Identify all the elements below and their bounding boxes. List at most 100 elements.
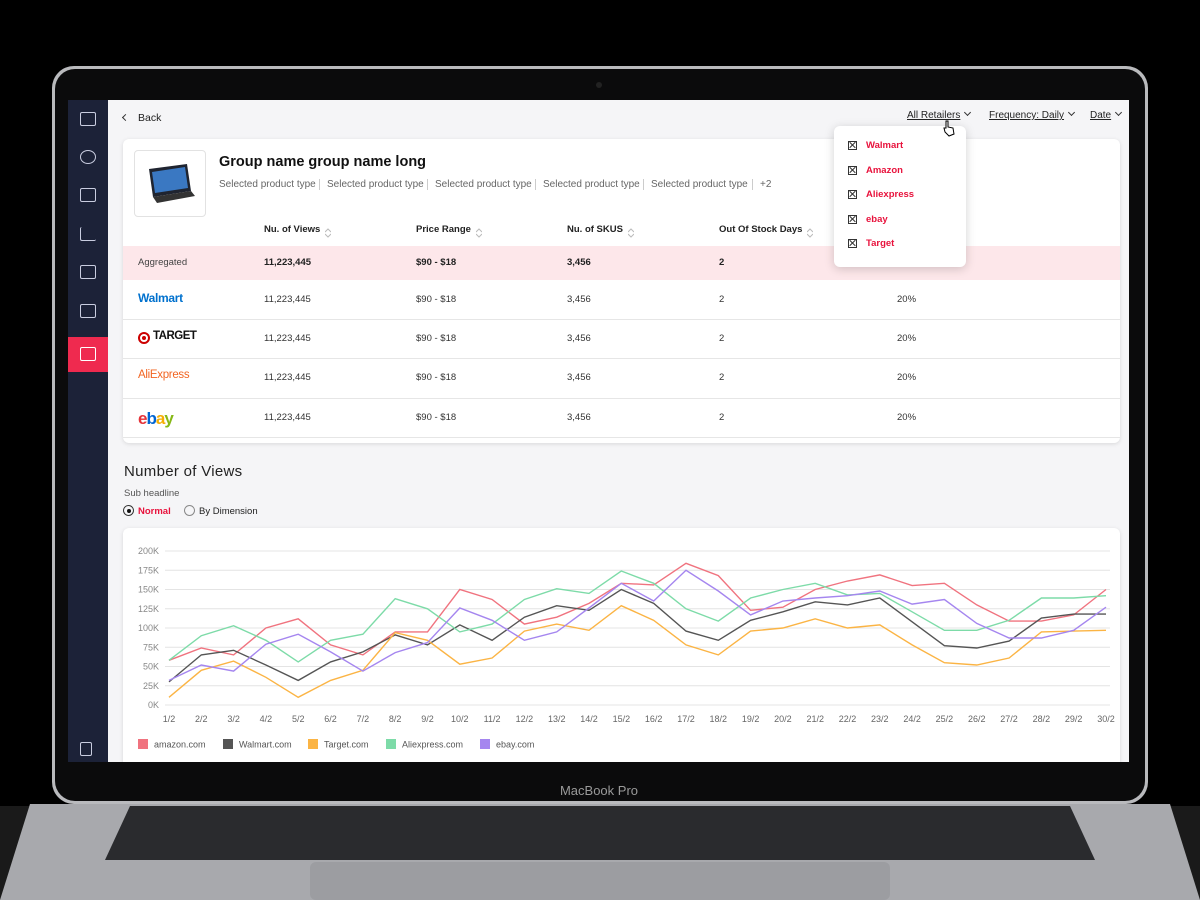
sort-icon[interactable] — [627, 225, 635, 238]
checkbox[interactable] — [848, 214, 857, 224]
cell-value: 3,456 — [567, 257, 591, 268]
cell-value: 2 — [719, 293, 725, 305]
x-tick-label: 24/2 — [903, 714, 921, 724]
table-row[interactable]: ebay 11,223,445 $90 - $18 3,456 2 20% — [123, 398, 1120, 438]
cell-value: 2 — [719, 257, 725, 268]
checkbox[interactable] — [848, 190, 857, 199]
y-tick-label: 175K — [138, 565, 159, 575]
camera — [596, 82, 602, 88]
cell-value: 11,223,445 — [264, 332, 311, 344]
logout-icon[interactable] — [80, 742, 92, 756]
menu-item[interactable]: Aliexpress — [866, 189, 915, 200]
column-header[interactable]: Price Range — [416, 224, 471, 235]
table-row[interactable]: Walmart 11,223,445 $90 - $18 3,456 2 20% — [123, 280, 1120, 320]
y-tick-label: 100K — [138, 623, 159, 633]
product-card: Group name group name long Selected prod… — [123, 139, 1120, 443]
x-tick-label: 6/2 — [324, 714, 337, 724]
x-tick-label: 26/2 — [968, 714, 986, 724]
cell-value: 2 — [719, 332, 725, 344]
menu-item[interactable]: ebay — [866, 213, 888, 225]
keyboard — [105, 806, 1095, 860]
y-tick-label: 125K — [138, 604, 159, 614]
tag-separator — [427, 179, 428, 190]
nav-active[interactable] — [68, 337, 108, 372]
radio[interactable] — [184, 505, 195, 516]
nav-icon[interactable] — [80, 150, 96, 164]
table-row[interactable]: TARGET 11,223,445 $90 - $18 3,456 2 20% — [123, 319, 1120, 359]
cell-value: 11,223,445 — [264, 411, 311, 423]
table-row[interactable]: AliExpress 11,223,445 $90 - $18 3,456 2 20% — [123, 358, 1120, 399]
legend-swatch — [480, 739, 490, 749]
back-chevron — [121, 113, 130, 122]
sort-icon[interactable] — [807, 225, 814, 238]
filter-text: Date — [1090, 110, 1112, 121]
x-tick-label: 27/2 — [1000, 714, 1018, 724]
x-tick-label: 21/2 — [806, 714, 824, 724]
x-tick-label: 28/2 — [1033, 714, 1051, 724]
column-header[interactable]: Nu. of Views — [264, 224, 321, 235]
column-header[interactable]: Nu. of SKUS — [567, 224, 623, 235]
x-tick-label: 3/2 — [227, 714, 240, 724]
checkbox[interactable] — [848, 239, 857, 248]
x-tick-label: 2/2 — [195, 714, 208, 724]
filter[interactable]: Frequency: Daily — [989, 108, 1076, 121]
y-tick-label: 0K — [148, 700, 159, 710]
x-tick-label: 17/2 — [677, 714, 695, 724]
legend-label: Aliexpress.com — [402, 740, 463, 750]
x-tick-label: 7/2 — [357, 714, 370, 724]
cell-value: $90 - $18 — [416, 332, 457, 344]
x-tick-label: 22/2 — [839, 714, 857, 724]
legend-swatch — [138, 739, 148, 749]
nav-icon[interactable] — [80, 265, 96, 279]
x-tick-label: 4/2 — [260, 714, 273, 724]
nav-icon[interactable] — [80, 188, 96, 202]
back-link[interactable]: Back — [121, 112, 161, 124]
y-tick-label: 25K — [143, 681, 159, 691]
column-header[interactable]: Out Of Stock Days — [719, 224, 803, 235]
laptop-screen — [152, 167, 188, 193]
menu-item[interactable]: Amazon — [866, 164, 903, 176]
legend-label: ebay.com — [496, 740, 534, 750]
sidebar — [68, 100, 108, 762]
legend-swatch — [386, 739, 396, 749]
legend-swatch — [223, 739, 233, 749]
cell-value: $90 - $18 — [416, 293, 457, 305]
target-bullseye — [138, 331, 150, 344]
filter[interactable]: All Retailers — [907, 108, 972, 121]
x-tick-label: 30/2 — [1097, 714, 1115, 724]
checkbox[interactable] — [848, 165, 857, 175]
table-row[interactable]: Aggregated 11,223,445 $90 - $18 3,456 2 — [123, 246, 1120, 280]
product-tag: Selected product type — [651, 179, 748, 190]
cell-value: $90 - $18 — [416, 372, 457, 383]
section-subtitle: Sub headline — [124, 488, 180, 499]
cell-value: 20% — [897, 372, 917, 383]
cell-value: 11,223,445 — [264, 257, 312, 268]
retailer-logo: TARGET — [138, 330, 197, 344]
cell-value: 3,456 — [567, 372, 591, 383]
x-tick-label: 16/2 — [645, 714, 663, 724]
series-line — [168, 588, 1106, 683]
x-tick-label: 10/2 — [451, 714, 469, 724]
radio-label[interactable]: Normal — [138, 506, 171, 517]
tag-separator — [643, 179, 644, 190]
nav-icon[interactable] — [80, 227, 96, 241]
trackpad — [310, 862, 890, 900]
filter[interactable]: Date — [1090, 108, 1123, 121]
chevron — [1067, 108, 1076, 117]
retailer-logo: ebay — [138, 408, 174, 428]
series-line — [168, 562, 1107, 661]
retailer-logo: AliExpress — [138, 369, 190, 381]
radio[interactable] — [123, 505, 134, 516]
laptop-base — [153, 191, 195, 203]
checkbox[interactable] — [848, 141, 857, 150]
menu-item[interactable]: Target — [866, 238, 895, 249]
x-tick-label: 15/2 — [613, 714, 631, 724]
menu-item[interactable]: Walmart — [866, 140, 904, 151]
sort-icon[interactable] — [475, 225, 483, 238]
legend-label: Target.com — [324, 740, 369, 750]
radio-label[interactable]: By Dimension — [199, 506, 258, 517]
nav-icon[interactable] — [80, 112, 96, 126]
nav-icon[interactable] — [80, 304, 96, 318]
sort-icon[interactable] — [324, 225, 332, 238]
